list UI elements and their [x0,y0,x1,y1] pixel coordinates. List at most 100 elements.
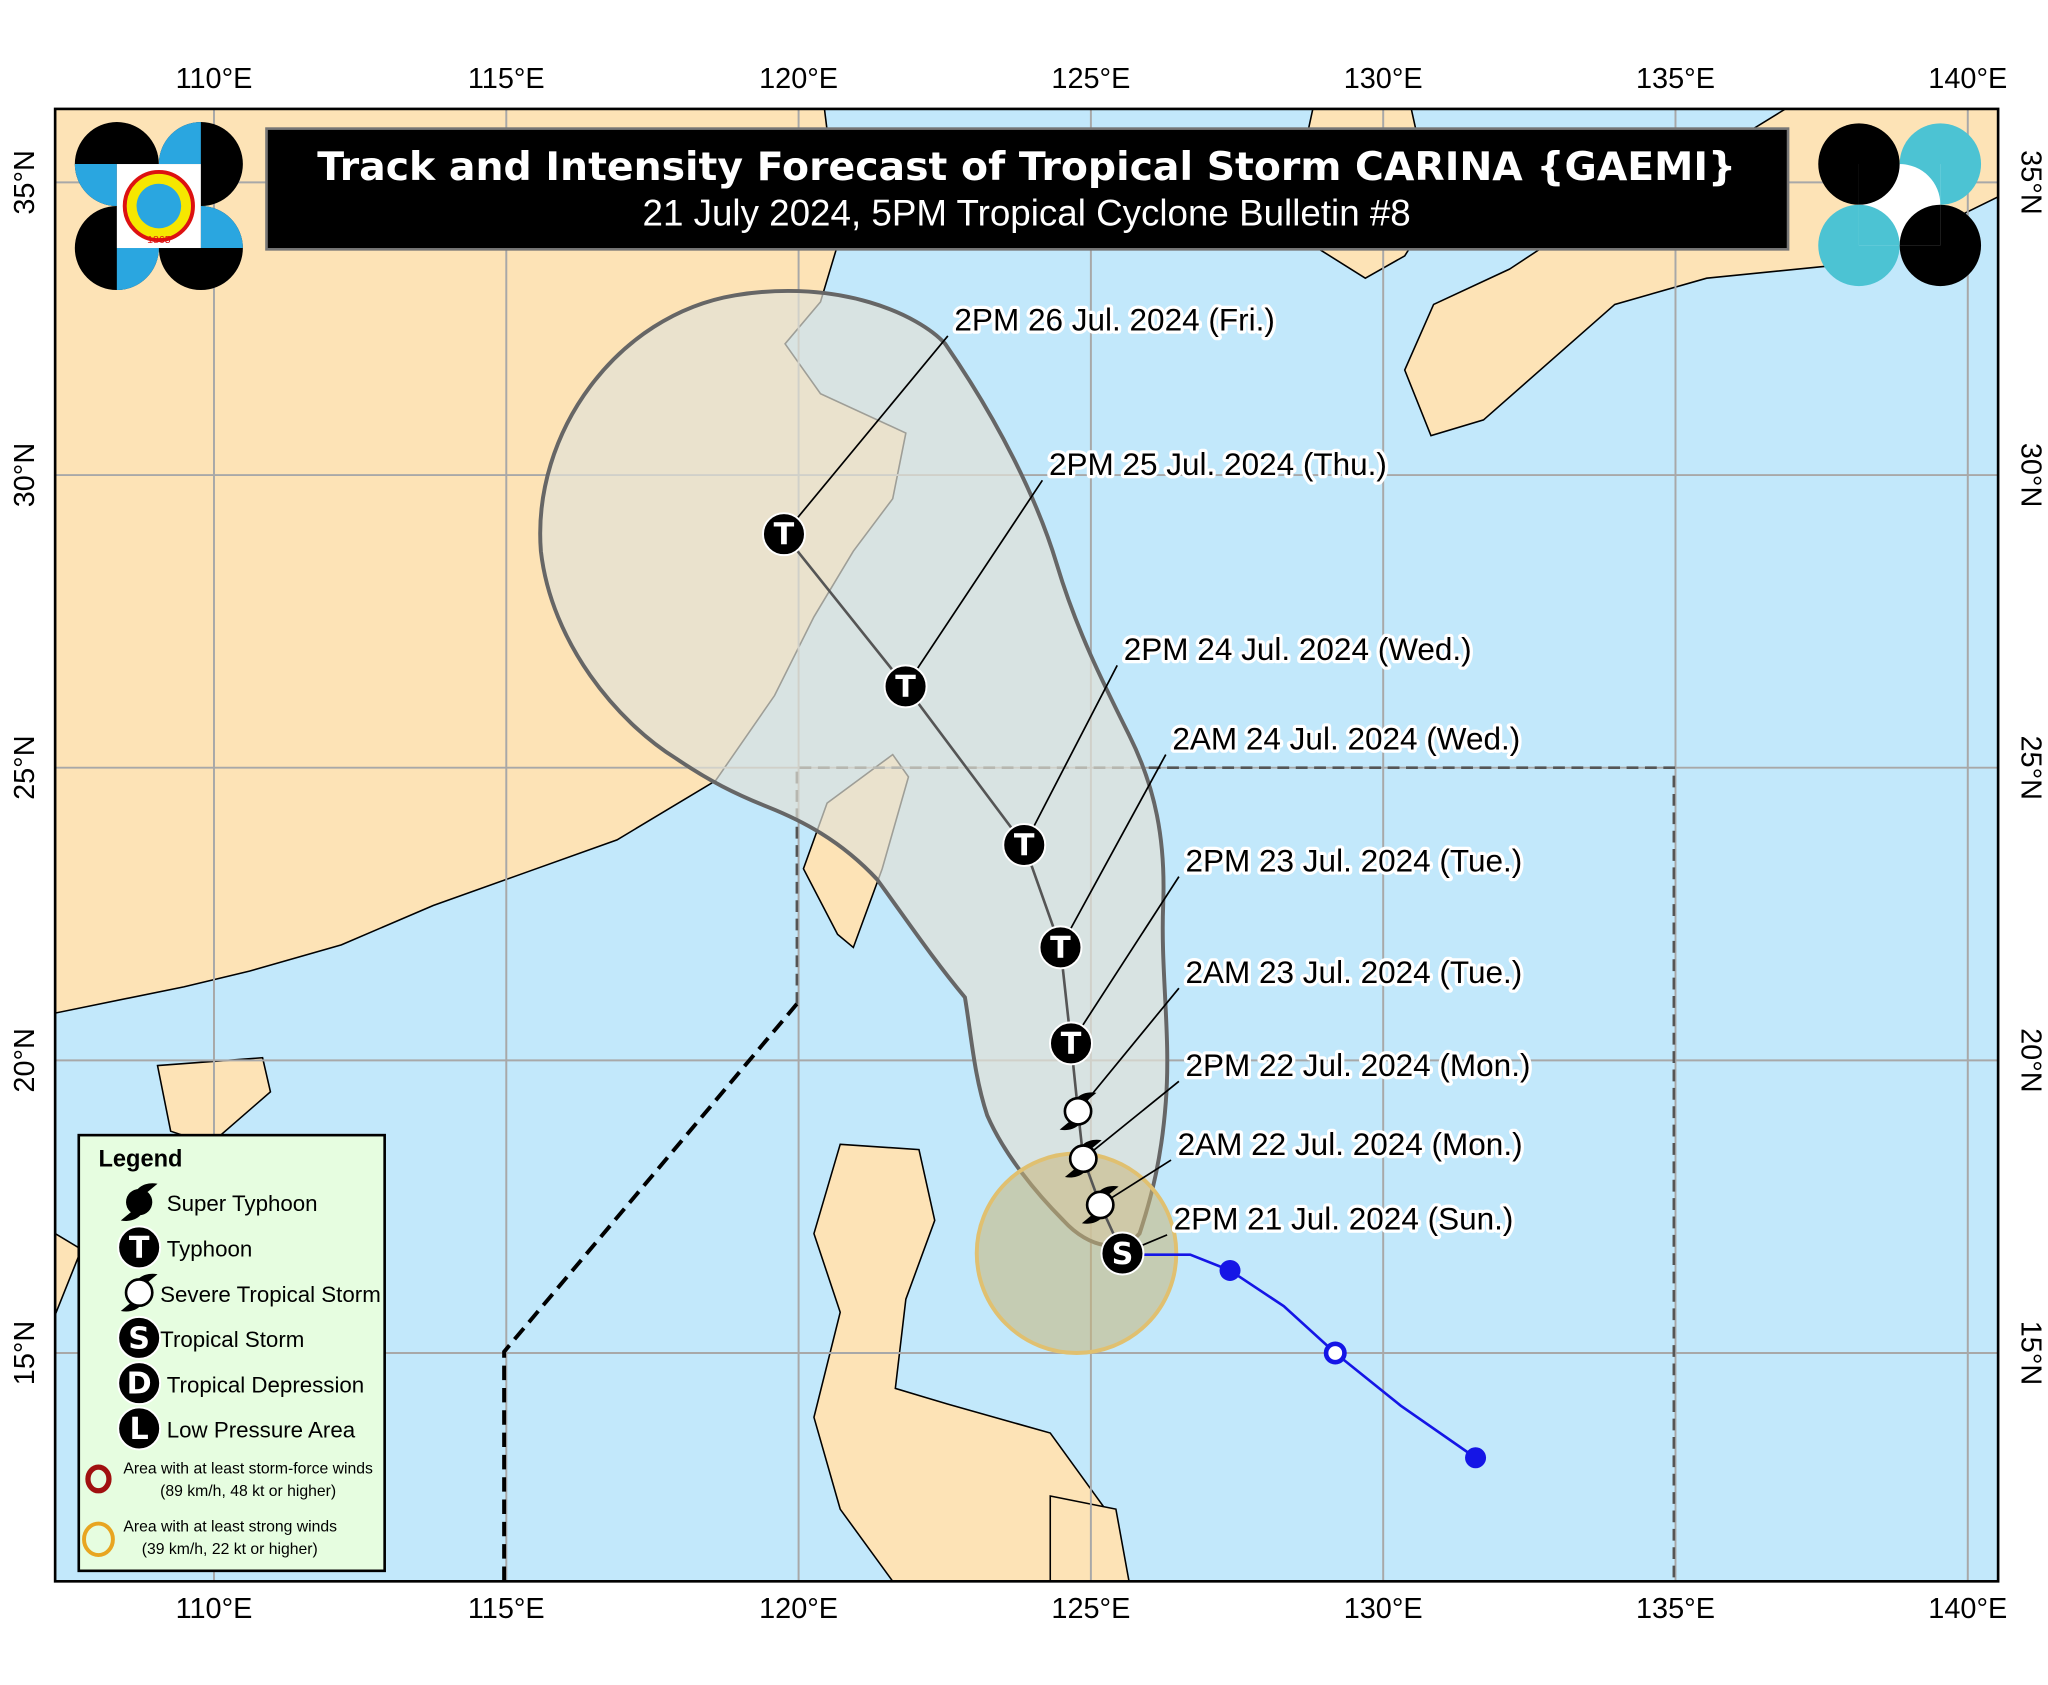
lat-tick-right: 25°N [2015,735,2047,799]
legend-item-label: Severe Tropical Storm [160,1282,381,1307]
forecast-time-label: 2PM 25 Jul. 2024 (Thu.) [1049,446,1387,482]
severe-tropical-storm-icon [1085,1190,1115,1220]
T-icon [1002,822,1047,867]
forecast-point: T 2PM 24 Jul. 2024 (Wed.) [1002,628,1475,867]
intensity-letter: T [774,518,795,553]
lat-tick-left: 25°N [9,735,41,799]
legend: Legend Super Typhoon T Typhoon Severe Tropi… [77,1133,386,1573]
lon-tick-top: 110°E [176,63,253,95]
lon-tick-bottom: 130°E [1344,1593,1423,1625]
pagasa-logo: 1865 [74,122,243,291]
lon-tick-bottom: 115°E [468,1593,545,1625]
lon-tick-bottom: 140°E [1928,1593,2007,1625]
leader-line [1059,754,1167,948]
forecast-time-label: 2PM 23 Jul. 2024 (Tue.) [1185,842,1522,878]
intensity-letter: S [1112,1237,1134,1272]
leader-line [1023,664,1118,846]
forecast-point: T 2AM 24 Jul. 2024 (Wed.) [1038,717,1524,970]
past-position-marker [1465,1447,1487,1469]
map-title: Track and Intensity Forecast of Tropical… [317,144,1736,190]
legend-title: Legend [98,1147,182,1173]
intensity-letter: T [1050,931,1071,966]
lon-tick-top: 130°E [1344,63,1423,95]
lon-tick-bottom: 135°E [1636,1593,1715,1625]
forecast-time-label: 2AM 23 Jul. 2024 (Tue.) [1185,954,1522,990]
strong-winds-legend-icon [82,1521,115,1558]
intensity-letter: D [127,1367,152,1402]
axis-ticks: 110°E 110°E 115°E 115°E 120°E 120°E 125°E 125°E… [9,63,2047,1625]
intensity-letter: T [129,1231,150,1266]
past-position-marker [1219,1259,1241,1281]
legend-area-label: Area with at least strong winds [123,1518,337,1535]
intensity-letter: T [1061,1027,1082,1062]
lat-tick-left: 15°N [9,1321,41,1385]
lat-tick-left: 30°N [9,443,41,507]
forecast-track: S 2PM 21 Jul. 2024 (Sun.) 2AM 22 Jul. 2024… [761,298,1534,1276]
lon-tick-top: 115°E [468,63,545,95]
philippine-area-of-responsibility [502,766,1676,1582]
lat-tick-right: 20°N [2015,1028,2047,1092]
par-boundary [795,766,1676,1582]
forecast-point: T 2PM 26 Jul. 2024 (Fri.) [761,298,1278,557]
land-polygon [55,1232,83,1316]
lat-tick-left: 20°N [9,1028,41,1092]
forecast-point: T 2PM 23 Jul. 2024 (Tue.) [1049,839,1526,1066]
leader-line [1077,987,1180,1112]
intensity-letter: T [895,670,916,705]
T-icon [1049,1021,1094,1066]
T-icon [1038,925,1083,970]
legend-area-sublabel: (39 km/h, 22 kt or higher) [142,1541,318,1558]
leader-line [783,335,949,535]
typhoon-icon [117,1225,162,1270]
legend-item-label: Tropical Depression [167,1372,364,1397]
forecast-time-label: 2AM 22 Jul. 2024 (Mon.) [1178,1126,1523,1162]
legend-area-sublabel: (89 km/h, 48 kt or higher) [160,1483,336,1500]
legend-item-label: Tropical Storm [160,1327,304,1352]
lon-tick-top: 125°E [1051,63,1130,95]
forecast-time-label: 2AM 24 Jul. 2024 (Wed.) [1172,720,1520,756]
lon-tick-bottom: 120°E [759,1593,838,1625]
map-frame [53,107,2000,1583]
forecast-point: 2AM 22 Jul. 2024 (Mon.) [1081,1123,1526,1224]
forecast-point: T 2PM 25 Jul. 2024 (Thu.) [883,443,1390,709]
lat-tick-right: 30°N [2015,443,2047,507]
past-track [1122,1253,1487,1469]
tropical-storm-icon [117,1315,162,1360]
legend-area-label: Area with at least storm-force winds [123,1461,373,1478]
severe-tropical-storm-icon [1068,1144,1098,1174]
lat-tick-right: 35°N [2015,150,2047,214]
T-icon [761,512,806,557]
forecast-point: 2PM 22 Jul. 2024 (Mon.) [1064,1044,1534,1178]
super-typhoon-icon [126,1188,153,1216]
forecast-time-label: 2PM 24 Jul. 2024 (Wed.) [1124,631,1472,667]
forecast-time-label: 2PM 26 Jul. 2024 (Fri.) [954,302,1274,338]
intensity-letter: S [128,1321,150,1356]
lon-tick-top: 135°E [1636,63,1715,95]
storm-force-legend-icon [85,1464,112,1494]
leader-line [1082,1080,1180,1160]
legend-item-label: Typhoon [167,1237,253,1262]
lat-tick-left: 35°N [9,150,41,214]
tropical-depression-icon [117,1361,162,1406]
past-track-line [1122,1253,1477,1459]
low-pressure-area-icon [117,1406,162,1451]
legend-item-label: Low Pressure Area [167,1418,356,1443]
strong-winds-area [974,1151,1179,1355]
tcid-boundary [502,1002,799,1582]
svg-text:1865: 1865 [147,234,171,246]
T-icon [883,664,928,709]
forecast-point: 2AM 23 Jul. 2024 (Tue.) [1059,951,1526,1131]
lon-tick-bottom: 125°E [1051,1593,1130,1625]
land-polygon [1049,1495,1130,1582]
forecast-time-label: 2PM 21 Jul. 2024 (Sun.) [1174,1201,1514,1237]
severe-tropical-storm-icon [1063,1096,1093,1126]
title-box: Track and Intensity Forecast of Tropical… [265,127,1790,251]
intensity-letter: T [1014,828,1035,863]
intensity-letter: L [130,1412,149,1447]
dost-logo [1818,123,1982,287]
legend-item-label: Super Typhoon [167,1191,318,1216]
map-subtitle: 21 July 2024, 5PM Tropical Cyclone Bulle… [643,193,1411,234]
leader-line [904,479,1044,687]
forecast-time-label: 2PM 22 Jul. 2024 (Mon.) [1185,1047,1530,1083]
